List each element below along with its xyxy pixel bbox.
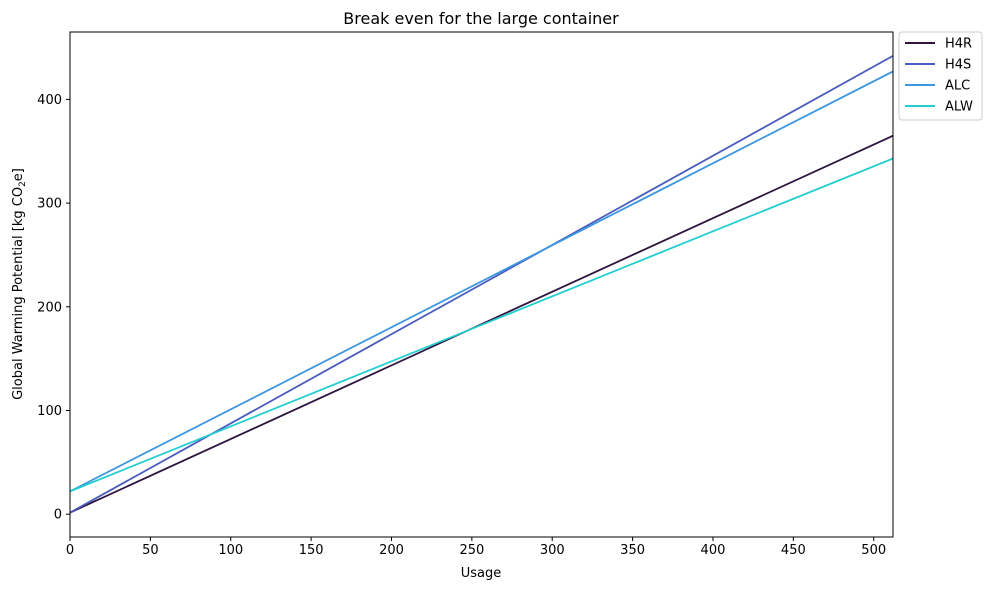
y-axis-label-suffix: e] [11, 168, 26, 181]
legend-label-h4s: H4S [945, 58, 971, 73]
legend-label-h4r: H4R [945, 37, 972, 52]
x-tick-label: 300 [540, 543, 565, 558]
series-line-alc [69, 70, 894, 493]
legend-items: H4R H4S ALC ALW [905, 37, 973, 115]
y-tick-label: 100 [37, 404, 62, 419]
legend-label-alw: ALW [945, 100, 973, 115]
x-tick-label: 0 [66, 543, 74, 558]
x-tick-label: 100 [218, 543, 243, 558]
x-tick-label: 200 [379, 543, 404, 558]
x-tick-label: 450 [781, 543, 806, 558]
x-tick-label: 400 [701, 543, 726, 558]
y-tick-label: 400 [37, 93, 62, 108]
x-tick-label: 50 [142, 543, 159, 558]
y-tick-label: 200 [37, 300, 62, 315]
y-axis-label: Global Warming Potential [kg CO2e] [11, 168, 28, 400]
y-tick-label: 0 [54, 508, 62, 523]
y-tick-label: 300 [37, 197, 62, 212]
y-axis: 0 100 200 300 400 [37, 93, 70, 523]
x-tick-label: 350 [620, 543, 645, 558]
x-tick-label: 150 [299, 543, 324, 558]
series-line-alw [69, 157, 894, 493]
x-axis: 0 50 100 150 200 250 300 350 400 450 500 [66, 537, 886, 558]
y-axis-label-subscript: 2 [18, 181, 28, 187]
legend: H4R H4S ALC ALW [898, 31, 983, 121]
legend-label-alc: ALC [945, 79, 970, 94]
x-axis-label: Usage [461, 566, 502, 581]
legend-frame [898, 31, 983, 121]
chart-title: Break even for the large container [343, 9, 619, 28]
x-tick-label: 500 [861, 543, 886, 558]
x-tick-label: 250 [459, 543, 484, 558]
plot-area [69, 31, 894, 538]
plot-frame [69, 31, 894, 538]
series-lines [69, 55, 894, 514]
y-axis-label-prefix: Global Warming Potential [kg CO [11, 187, 26, 400]
